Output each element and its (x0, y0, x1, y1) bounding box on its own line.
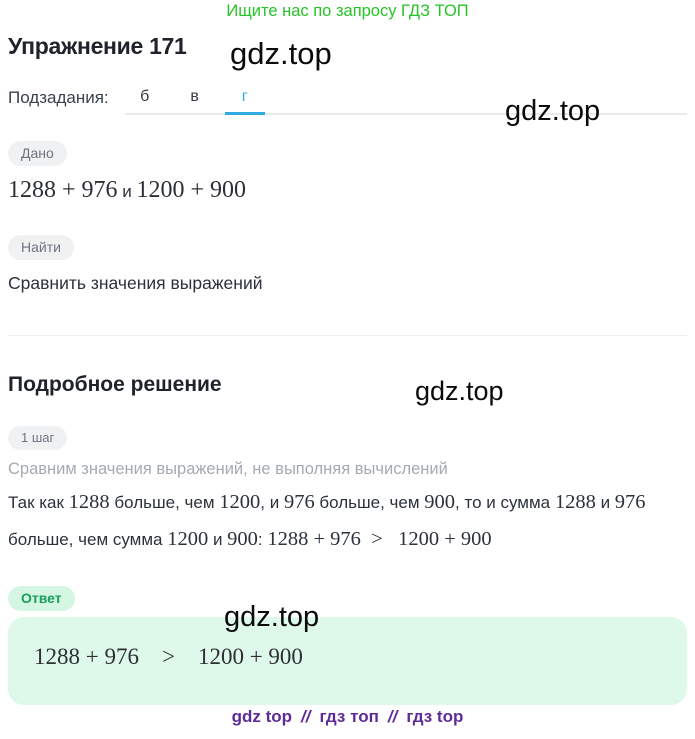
subtasks-tab-strip: б в г (124, 86, 687, 115)
subtasks-tabbar: Подзадания: б в г (8, 86, 687, 115)
find-task-text: Сравнить значения выражений (8, 273, 263, 293)
solution-text: , и (260, 493, 284, 512)
footer-separator: // (301, 707, 311, 726)
solution-number: 1288 (68, 491, 110, 513)
solution-number: 900 (227, 528, 258, 550)
footer-link-gdz-top-ru[interactable]: гдз топ (319, 707, 379, 726)
step-note: Сравним значения выражений, не выполняя … (8, 460, 448, 478)
solution-number: 976 (614, 491, 646, 513)
subtasks-label: Подзадания: (8, 88, 109, 107)
footer-links: gdz top // гдз топ // гдз top (0, 707, 695, 727)
solution-heading: Подробное решение (8, 373, 222, 396)
solution-paragraph: Так как 1288 больше, чем 1200, и 976 бол… (8, 484, 689, 558)
tab-subtask-g[interactable]: г (224, 86, 265, 115)
tab-subtask-v[interactable]: в (190, 88, 199, 105)
solution-number: 1200 (167, 528, 209, 550)
footer-link-gdz-top-mixed[interactable]: гдз top (406, 707, 464, 726)
watermark-text: gdz.top (224, 601, 320, 633)
given-formula: 1288 + 976 и 1200 + 900 (8, 176, 246, 204)
solution-text: , то и сумма (455, 493, 555, 512)
given-expression-left: 1288 + 976 (8, 177, 118, 203)
find-badge: Найти (8, 235, 74, 260)
footer-link-gdz-top[interactable]: gdz top (231, 707, 293, 726)
answer-formula: 1288 + 976 > 1200 + 900 (34, 644, 303, 669)
tab-subtask-b[interactable]: б (140, 88, 150, 105)
given-badge: Дано (8, 141, 67, 166)
watermark-text: gdz.top (415, 376, 504, 406)
watermark-text: gdz.top (505, 95, 601, 127)
solution-text: больше, чем сумма (8, 530, 168, 549)
solution-number: 1200 (219, 491, 261, 513)
given-expression-right: 1200 + 900 (136, 177, 247, 203)
solution-number: 900 (424, 491, 456, 513)
solution-text: больше, чем (314, 493, 425, 512)
solution-number: 1288 (554, 491, 596, 513)
solution-text: и (595, 493, 615, 512)
answer-box: 1288 + 976 > 1200 + 900 (8, 617, 687, 705)
solution-number: 976 (283, 491, 315, 513)
exercise-title: Упражнение 171 (8, 33, 187, 59)
solution-text: : (257, 530, 268, 549)
section-divider (8, 335, 687, 336)
solution-text: больше, чем (109, 493, 220, 512)
step-badge: 1 шаг (8, 426, 68, 450)
watermark-text: gdz.top (230, 36, 332, 71)
solution-text: Так как (8, 493, 69, 512)
footer-separator: // (387, 707, 398, 726)
solution-inline-comparison: 1288 + 976 > 1200 + 900 (267, 528, 492, 550)
top-promo-text: Ищите нас по запросу ГДЗ ТОП (226, 2, 469, 20)
given-conjunction: и (117, 182, 137, 201)
solution-text: и (208, 530, 228, 549)
answer-badge: Ответ (8, 586, 75, 611)
